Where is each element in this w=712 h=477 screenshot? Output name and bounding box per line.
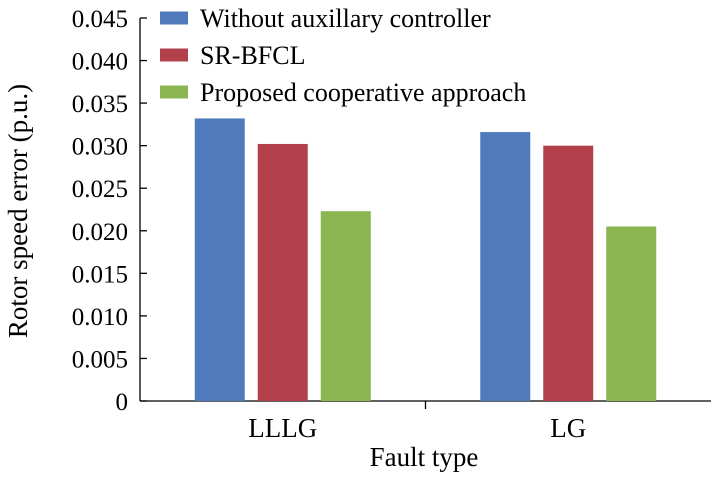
legend-swatch: [160, 48, 188, 62]
bar-lg-series-1: [480, 132, 531, 401]
y-ticks: 0 0.005 0.010 0.015 0.020 0.025 0.030 0.035 0.04…: [72, 6, 147, 416]
x-tick-label: LLLG: [248, 413, 317, 443]
bars: [194, 118, 657, 401]
bar-lg-series-3: [606, 226, 657, 401]
y-tick-label: 0.030: [72, 134, 128, 161]
x-tick-label: LG: [550, 413, 586, 443]
bar-lg-series-2: [543, 145, 594, 401]
x-ticks: LLLG LG: [248, 401, 586, 443]
x-axis-title: Fault type: [370, 442, 479, 472]
y-tick-label: 0.005: [72, 346, 128, 373]
y-tick-label: 0.025: [72, 176, 128, 203]
y-tick-label: 0: [116, 389, 129, 416]
y-tick-label: 0.040: [72, 49, 128, 76]
legend-swatch: [160, 11, 188, 25]
y-tick-label: 0.045: [72, 6, 128, 33]
legend: Without auxillary controller SR-BFCL Propo…: [160, 4, 526, 107]
y-tick-label: 0.010: [72, 304, 128, 331]
y-axis-title: Rotor speed error (p.u.): [3, 84, 33, 338]
legend-label: Without auxillary controller: [200, 4, 491, 33]
y-axis-title-group: Rotor speed error (p.u.): [3, 84, 33, 338]
y-tick-label: 0.035: [72, 91, 128, 118]
legend-label: Proposed cooperative approach: [200, 78, 526, 107]
legend-label: SR-BFCL: [200, 41, 306, 70]
y-tick-label: 0.020: [72, 219, 128, 246]
bar-lllg-series-3: [320, 211, 371, 401]
legend-swatch: [160, 85, 188, 99]
bar-lllg-series-2: [257, 143, 308, 401]
y-tick-label: 0.015: [72, 261, 128, 288]
bar-lllg-series-1: [194, 118, 245, 401]
